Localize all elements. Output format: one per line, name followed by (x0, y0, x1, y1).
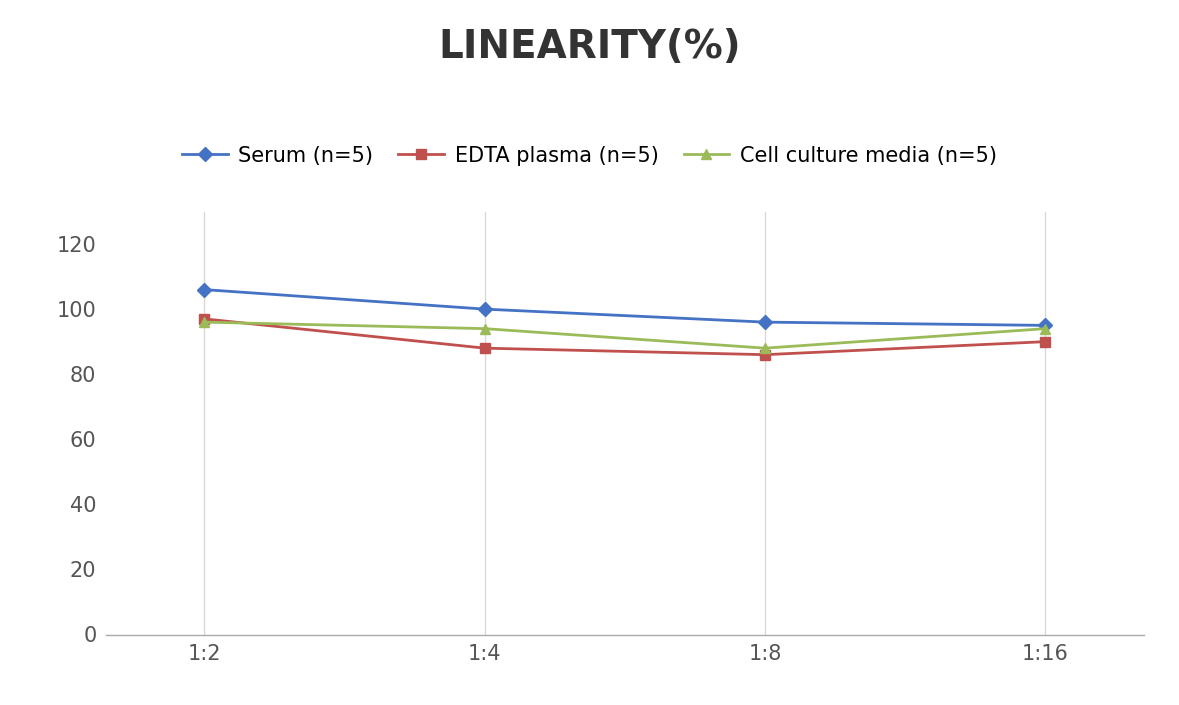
Cell culture media (n=5) (477, 324, 492, 333)
EDTA plasma (n=5) (1039, 338, 1053, 346)
Line: EDTA plasma (n=5): EDTA plasma (n=5) (199, 314, 1050, 360)
Legend: Serum (n=5), EDTA plasma (n=5), Cell culture media (n=5): Serum (n=5), EDTA plasma (n=5), Cell cul… (173, 137, 1006, 174)
EDTA plasma (n=5) (477, 344, 492, 352)
Line: Serum (n=5): Serum (n=5) (199, 285, 1050, 330)
Text: LINEARITY(%): LINEARITY(%) (439, 28, 740, 66)
Cell culture media (n=5) (1039, 324, 1053, 333)
Serum (n=5) (477, 305, 492, 313)
Serum (n=5) (758, 318, 772, 326)
EDTA plasma (n=5) (197, 314, 211, 323)
Line: Cell culture media (n=5): Cell culture media (n=5) (199, 317, 1050, 353)
Cell culture media (n=5) (758, 344, 772, 352)
Serum (n=5) (1039, 321, 1053, 330)
Cell culture media (n=5) (197, 318, 211, 326)
Serum (n=5) (197, 286, 211, 294)
EDTA plasma (n=5) (758, 350, 772, 359)
